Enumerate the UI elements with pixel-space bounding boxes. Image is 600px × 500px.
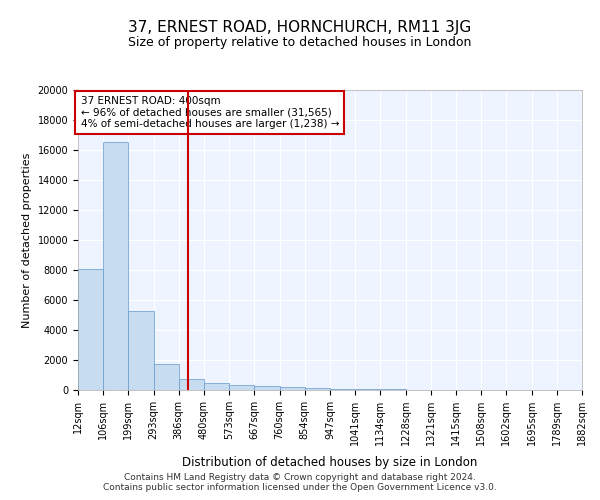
Bar [254, 386, 280, 390]
Bar [78, 268, 103, 390]
Bar [103, 142, 128, 390]
Bar [355, 389, 380, 390]
Bar [154, 364, 179, 390]
Text: Contains HM Land Registry data © Crown copyright and database right 2024.
Contai: Contains HM Land Registry data © Crown c… [103, 473, 497, 492]
Text: 37, ERNEST ROAD, HORNCHURCH, RM11 3JG: 37, ERNEST ROAD, HORNCHURCH, RM11 3JG [128, 20, 472, 35]
Bar [305, 388, 330, 390]
Bar [280, 387, 305, 390]
Bar [380, 389, 406, 390]
X-axis label: Distribution of detached houses by size in London: Distribution of detached houses by size … [182, 456, 478, 469]
Bar [128, 310, 154, 390]
Bar [229, 385, 254, 390]
Y-axis label: Number of detached properties: Number of detached properties [22, 152, 32, 328]
Bar [204, 382, 229, 390]
Text: Size of property relative to detached houses in London: Size of property relative to detached ho… [128, 36, 472, 49]
Text: 37 ERNEST ROAD: 400sqm
← 96% of detached houses are smaller (31,565)
4% of semi-: 37 ERNEST ROAD: 400sqm ← 96% of detached… [80, 96, 339, 129]
Bar [330, 388, 355, 390]
Bar [179, 379, 204, 390]
